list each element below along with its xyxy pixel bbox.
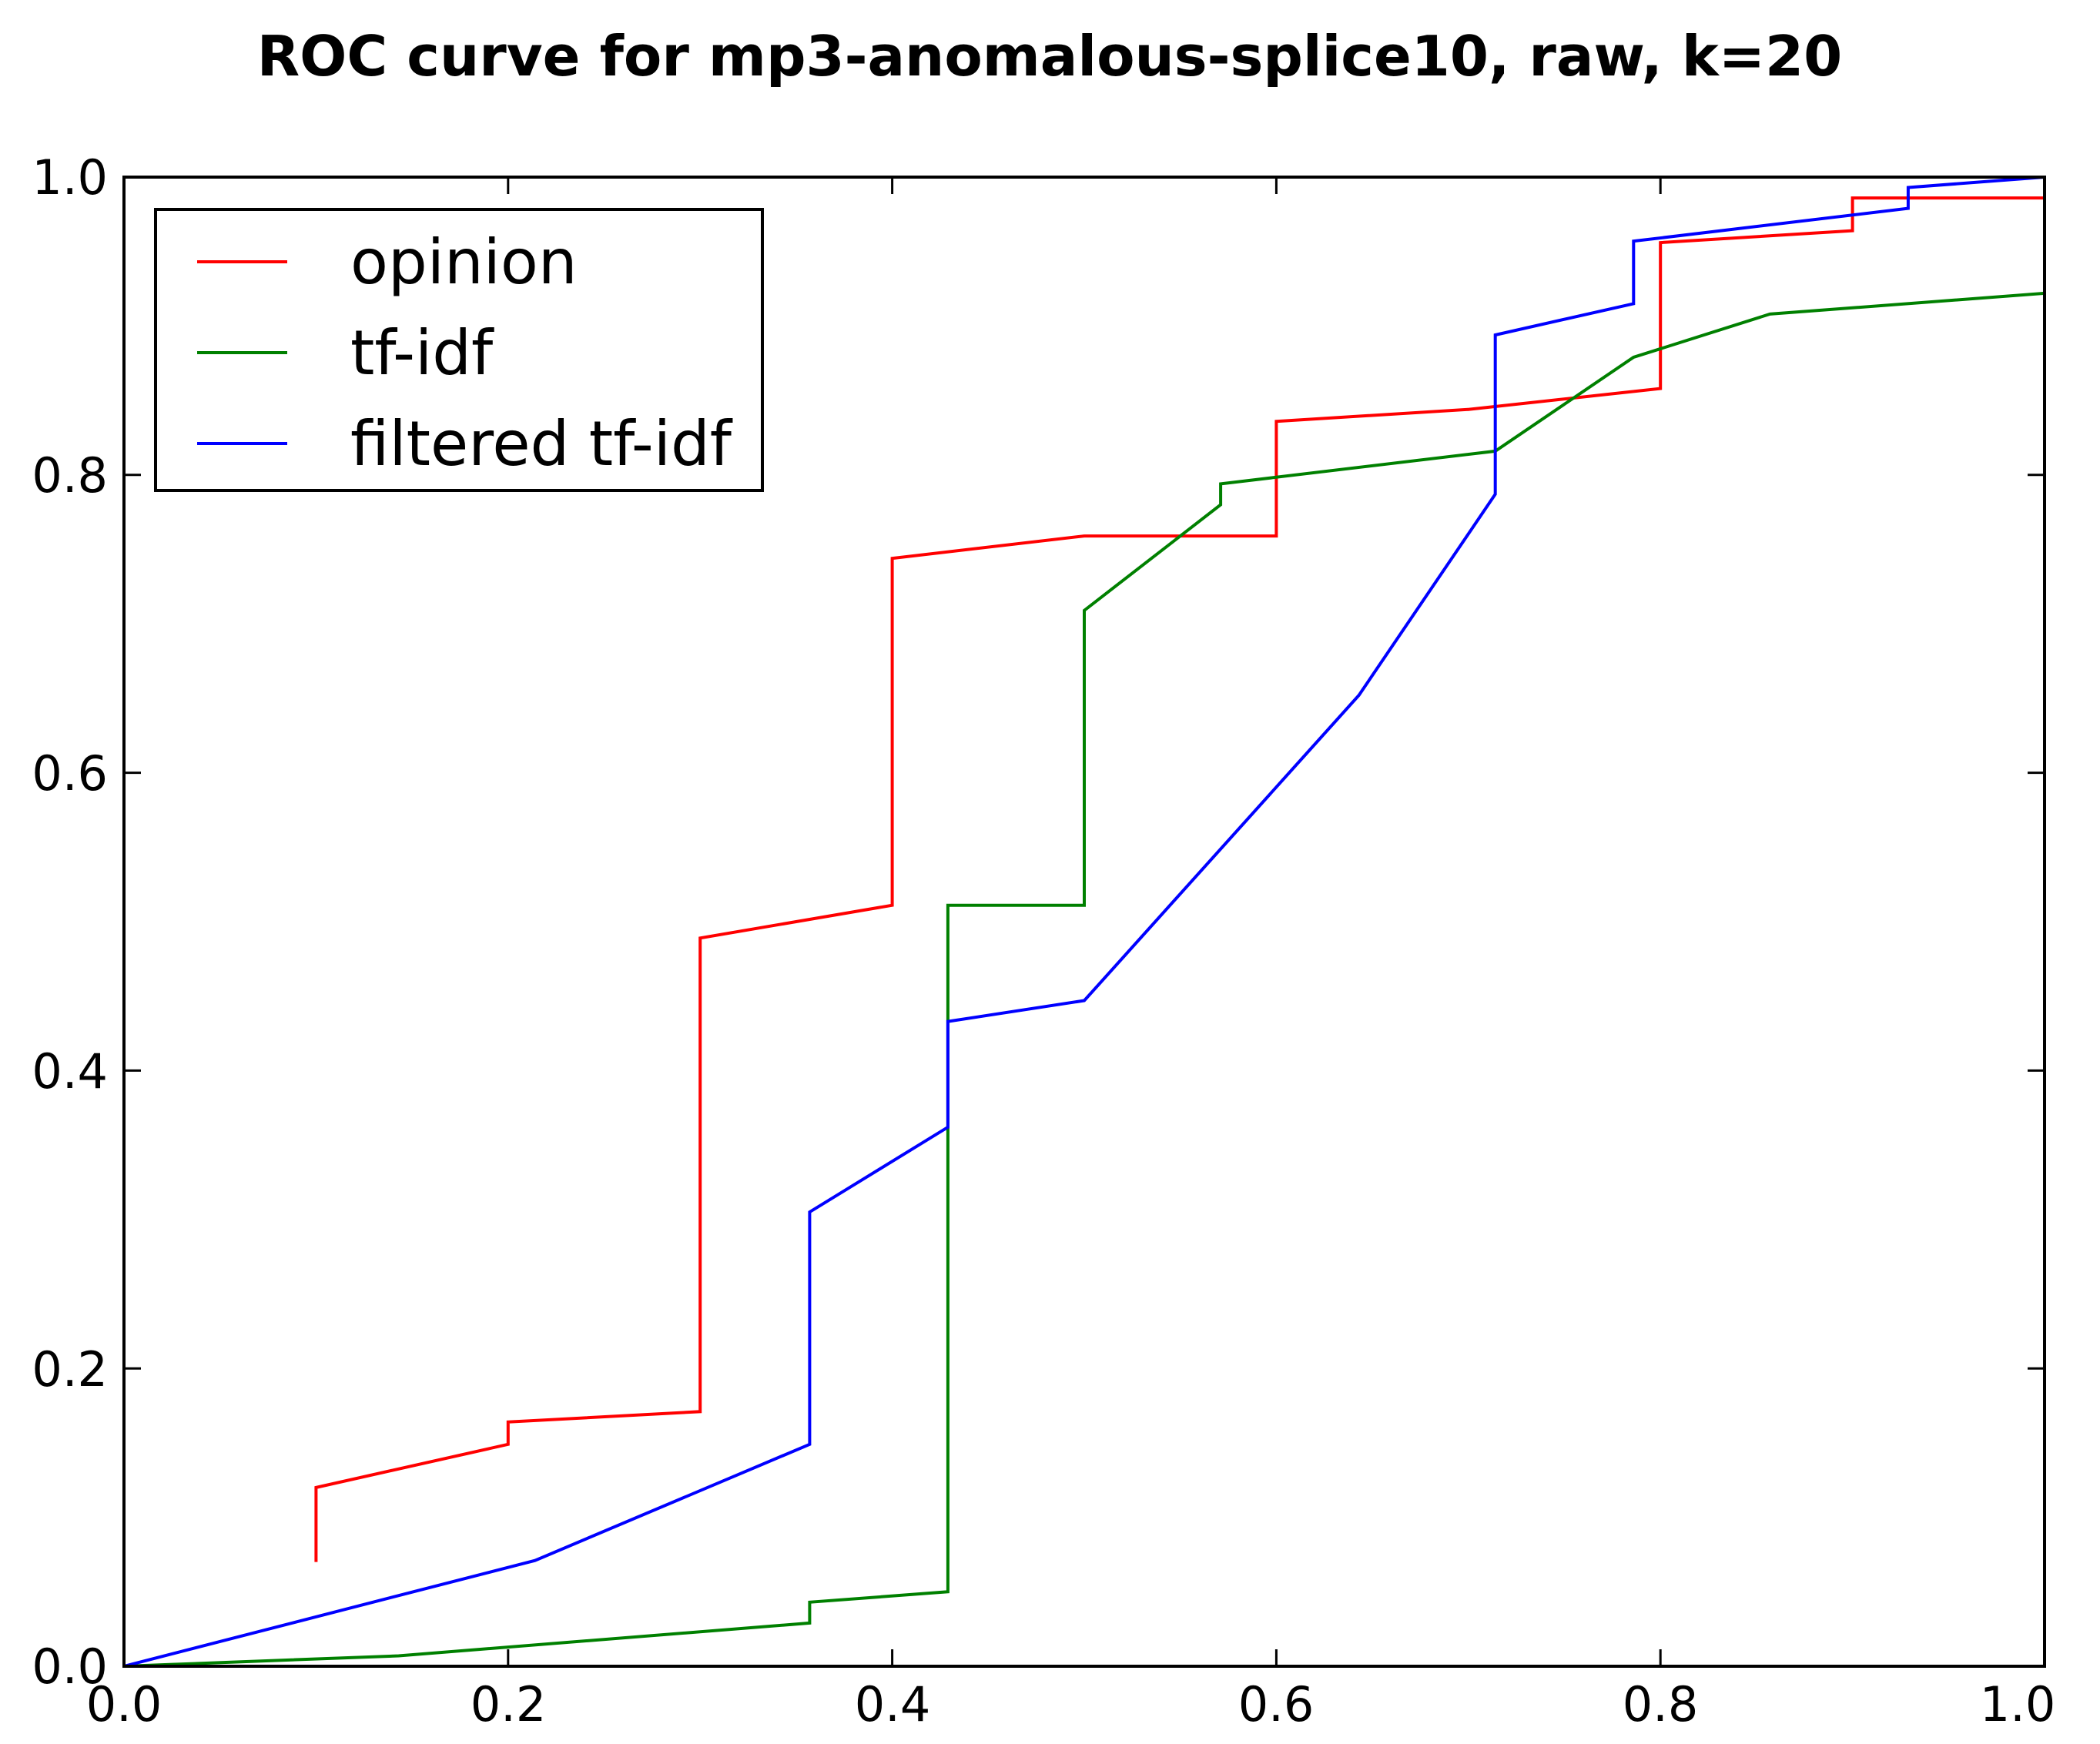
chart-title: ROC curve for mp3-anomalous-splice10, ra…: [257, 24, 1843, 89]
x-tick-label: 1.0: [1980, 1676, 2056, 1732]
x-tick-label: 0.4: [855, 1676, 931, 1732]
legend-label-tf-idf: tf-idf: [350, 317, 494, 389]
x-tick-label: 0.8: [1623, 1676, 1699, 1732]
y-tick-label: 0.4: [32, 1043, 108, 1100]
y-tick-label: 0.8: [32, 447, 108, 504]
y-tick-label: 0.0: [32, 1639, 108, 1695]
x-tick-labels: 0.0 0.2 0.4 0.6 0.8 1.0: [86, 1676, 2056, 1732]
series-line-opinion: [314, 196, 2045, 1562]
y-tick-labels: 0.0 0.2 0.4 0.6 0.8 1.0: [32, 149, 108, 1695]
legend: opinion tf-idf filtered tf-idf: [154, 208, 764, 492]
x-tick-label: 0.6: [1238, 1676, 1315, 1732]
plot-frame: [122, 176, 2046, 1668]
y-tick-label: 0.2: [32, 1341, 108, 1398]
series-layer: [123, 176, 2045, 1668]
x-tick-label: 0.0: [86, 1676, 162, 1732]
y-tick-label: 1.0: [32, 149, 108, 206]
y-tick-label: 0.6: [32, 745, 108, 802]
series-line-tf-idf: [123, 291, 2045, 1668]
series-line-filtered-tf-idf: [123, 176, 2045, 1668]
legend-label-filtered-tf-idf: filtered tf-idf: [350, 408, 733, 480]
x-tick-label: 0.2: [471, 1676, 547, 1732]
legend-label-opinion: opinion: [350, 226, 578, 298]
